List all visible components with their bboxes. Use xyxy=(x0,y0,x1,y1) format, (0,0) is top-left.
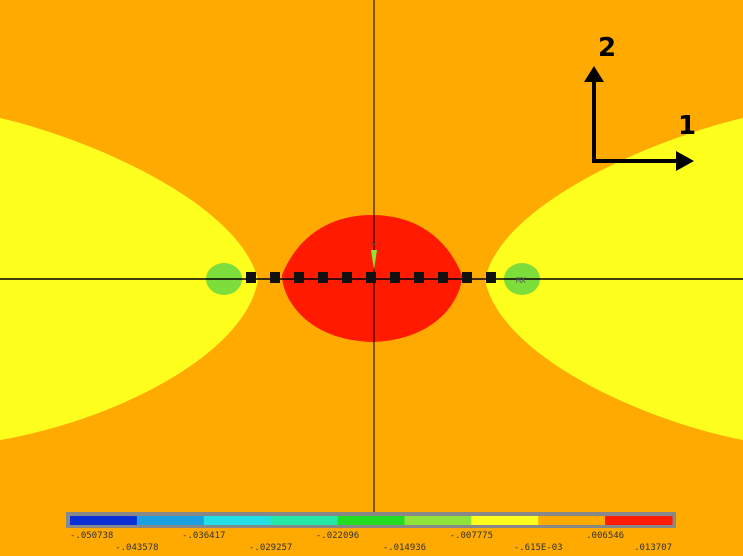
legend-swatch xyxy=(471,516,539,525)
crack-node xyxy=(462,272,472,283)
legend-tick-label: -.043578 xyxy=(115,543,158,553)
legend-swatch xyxy=(270,516,339,525)
crack-node xyxy=(270,272,280,283)
axis-2-arrowhead xyxy=(584,66,604,82)
legend-swatch xyxy=(136,516,205,525)
legend-swatch xyxy=(203,516,272,525)
legend-tick-label: -.050738 xyxy=(70,531,113,541)
crack-node xyxy=(486,272,496,283)
axis-triad: 2 1 xyxy=(584,33,696,171)
legend-tick-label: -.014936 xyxy=(383,543,426,553)
legend-tick-label: -.007775 xyxy=(450,531,493,541)
axis-1-arrowhead xyxy=(676,151,694,171)
legend-swatch xyxy=(404,516,472,525)
color-legend: -.050738 -.036417 -.022096 -.007775 .006546 -… xyxy=(66,512,676,553)
legend-swatch xyxy=(70,516,138,525)
legend-tick-label: -.036417 xyxy=(182,531,225,541)
axis-1-label: 1 xyxy=(678,111,696,141)
legend-tick-label: .006546 xyxy=(586,531,624,541)
crack-node xyxy=(366,272,376,283)
y-marker-label: Y xyxy=(371,241,376,250)
legend-swatch xyxy=(337,516,405,525)
legend-swatch xyxy=(538,516,606,525)
crack-node xyxy=(438,272,448,283)
legend-ticks: -.050738 -.036417 -.022096 -.007775 .006546 -… xyxy=(70,531,672,553)
crack-node xyxy=(246,272,256,283)
legend-tick-label: -.615E-03 xyxy=(514,543,563,553)
axis-2-label: 2 xyxy=(598,33,616,63)
y-marker-glyph xyxy=(371,250,377,270)
legend-tick-label: .013707 xyxy=(634,543,672,553)
crack-node xyxy=(318,272,328,283)
legend-tick-label: -.029257 xyxy=(249,543,292,553)
crack-node xyxy=(342,272,352,283)
legend-swatch xyxy=(605,516,673,525)
crack-node xyxy=(294,272,304,283)
legend-tick-label: -.022096 xyxy=(316,531,359,541)
crack-node xyxy=(390,272,400,283)
crack-node-markers xyxy=(246,272,496,283)
tip-marker-label: MX xyxy=(516,276,526,285)
legend-swatches xyxy=(70,516,673,525)
crack-node xyxy=(414,272,424,283)
